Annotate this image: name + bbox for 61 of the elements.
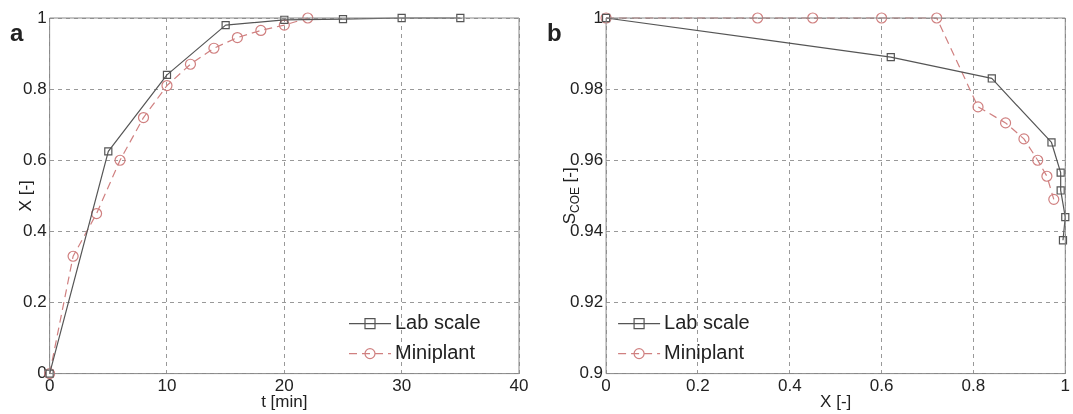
point — [1048, 193, 1060, 205]
legend-label: Miniplant — [664, 341, 745, 364]
point — [987, 74, 996, 83]
y-tick-label: 1 — [593, 7, 604, 27]
point — [972, 101, 984, 113]
point — [302, 12, 314, 24]
point — [1047, 138, 1056, 147]
y-tick-label: 0.4 — [22, 221, 47, 241]
point — [999, 117, 1012, 129]
legend-label: Lab scale — [664, 311, 750, 334]
point — [255, 24, 267, 37]
point — [1056, 186, 1065, 195]
y-tick-label: 0.2 — [22, 292, 47, 312]
point — [752, 12, 764, 24]
point — [208, 42, 220, 54]
x-tick-label: 0.6 — [869, 376, 894, 396]
point — [137, 111, 150, 124]
x-axis-title: X [-] — [820, 391, 852, 411]
point — [456, 13, 465, 23]
point — [1018, 133, 1030, 145]
y-tick-label: 1 — [37, 7, 47, 27]
point — [397, 13, 406, 23]
point — [1058, 236, 1068, 245]
point — [278, 19, 290, 31]
point — [1056, 168, 1065, 177]
point — [104, 147, 113, 156]
point — [184, 58, 197, 70]
point — [162, 70, 172, 80]
chart-title: b — [547, 18, 562, 46]
point — [886, 52, 895, 62]
point — [231, 31, 243, 44]
x-tick-label: 1 — [1060, 376, 1071, 396]
y-tick-label: 0.96 — [569, 149, 604, 169]
y-tick-label: 0.98 — [569, 78, 604, 98]
legend-label: Lab scale — [395, 311, 481, 334]
point — [1061, 213, 1070, 222]
point — [1041, 170, 1053, 182]
y-tick-label: 0.92 — [569, 292, 604, 312]
chart-title: a — [10, 18, 24, 46]
y-axis-title: X [-] — [15, 180, 35, 212]
x-tick-label: 40 — [509, 376, 529, 396]
point — [90, 207, 103, 220]
point — [931, 12, 943, 24]
x-tick-label: 0.8 — [961, 376, 986, 396]
y-tick-label: 0.6 — [22, 149, 47, 169]
point — [67, 250, 79, 262]
point — [280, 15, 289, 24]
x-tick-label: 10 — [157, 376, 177, 396]
x-tick-label: 0.4 — [777, 376, 802, 396]
point — [876, 12, 888, 24]
x-tick-label: 30 — [392, 376, 412, 396]
point — [221, 20, 230, 30]
point — [338, 14, 348, 24]
point — [161, 79, 173, 92]
y-tick-label: 0.8 — [22, 78, 47, 98]
point — [807, 12, 819, 24]
y-tick-label: 0 — [37, 363, 47, 383]
point — [114, 154, 126, 166]
point — [1032, 154, 1044, 166]
legend-label: Miniplant — [395, 341, 476, 364]
x-tick-label: 0.2 — [686, 376, 710, 396]
